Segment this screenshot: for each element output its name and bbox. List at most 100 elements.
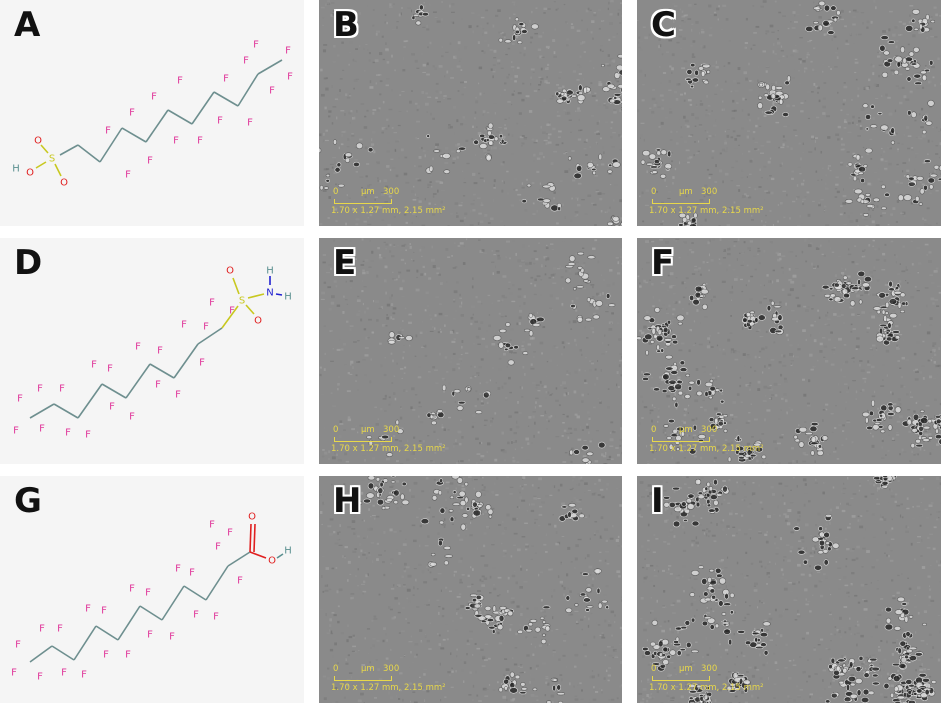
fluorine-atom: F	[217, 116, 223, 127]
fluorine-atom: F	[85, 604, 91, 615]
fluorine-atom: F	[13, 426, 19, 437]
fluorine-atom: F	[155, 380, 161, 391]
bond	[191, 91, 215, 125]
fluorine-atom: F	[223, 74, 229, 85]
bond	[257, 59, 283, 75]
panel-label-d: D	[14, 243, 43, 283]
fluorine-atom: F	[39, 624, 45, 635]
micrograph-image-e	[319, 238, 622, 464]
fluorine-atom: F	[57, 624, 63, 635]
fluorine-atom: F	[215, 542, 221, 553]
fluorine-atom: F	[229, 306, 235, 317]
fluorine-atom: F	[169, 632, 175, 643]
micrograph-image-h	[319, 476, 622, 703]
fluorine-atom: F	[91, 360, 97, 371]
fluorine-atom: F	[101, 606, 107, 617]
bond	[205, 565, 229, 601]
bond	[227, 551, 251, 567]
panel-label-f: F	[651, 243, 675, 283]
fluorine-atom: F	[243, 56, 249, 67]
bond	[167, 109, 193, 125]
bond	[139, 605, 163, 621]
bond	[275, 293, 283, 296]
bond	[117, 605, 141, 641]
fluorine-atom: F	[11, 668, 17, 679]
bond	[59, 144, 79, 156]
scale-bar-i: 0 µm 300 1.70 x 1.27 mm, 2.15 mm²	[649, 664, 764, 693]
fluorine-atom: F	[59, 384, 65, 395]
sulfur-atom: S	[49, 154, 55, 165]
fluorine-atom: F	[145, 588, 151, 599]
bond	[173, 343, 199, 379]
fluorine-atom: F	[287, 72, 293, 83]
fluorine-atom: F	[15, 640, 21, 651]
micrograph-panel-e: E 0 µm 300 1.70 x 1.27 mm, 2.15 mm²	[319, 238, 622, 464]
fluorine-atom: F	[197, 136, 203, 147]
bond	[221, 305, 239, 329]
bond	[77, 383, 103, 419]
bond	[149, 363, 175, 379]
bond	[54, 163, 62, 177]
micrograph-image-b	[319, 0, 622, 226]
bond	[121, 127, 147, 143]
bond	[145, 109, 169, 143]
micrograph-panel-i: I 0 µm 300 1.70 x 1.27 mm, 2.15 mm²	[637, 476, 941, 703]
bond	[125, 363, 151, 399]
oxygen-atom: O	[254, 316, 262, 327]
fluorine-atom: F	[147, 630, 153, 641]
bond	[77, 144, 101, 163]
fluorine-atom: F	[37, 672, 43, 683]
sulfur-atom: S	[239, 296, 245, 307]
scale-bar-b: 0 µm 300 1.70 x 1.27 mm, 2.15 mm²	[331, 187, 446, 216]
bond	[29, 403, 55, 419]
fluorine-atom: F	[181, 320, 187, 331]
panel-label-a: A	[14, 5, 41, 45]
fluorine-atom: F	[175, 390, 181, 401]
bond	[73, 625, 97, 661]
fluorine-atom: F	[81, 670, 87, 681]
bond	[276, 553, 284, 559]
bond	[29, 645, 53, 663]
panel-label-c: C	[651, 5, 676, 45]
fluorine-atom: F	[203, 322, 209, 333]
fluorine-atom: F	[103, 650, 109, 661]
fluorine-atom: F	[285, 46, 291, 57]
oxygen-atom: O	[26, 168, 34, 179]
fluorine-atom: F	[129, 584, 135, 595]
fluorine-atom: F	[173, 136, 179, 147]
panel-label-b: B	[333, 5, 359, 45]
oxygen-atom: O	[248, 512, 256, 523]
oxygen-atom: O	[226, 266, 234, 277]
scale-bar-f: 0 µm 300 1.70 x 1.27 mm, 2.15 mm²	[649, 425, 764, 454]
scale-bar-e: 0 µm 300 1.70 x 1.27 mm, 2.15 mm²	[331, 425, 446, 454]
fluorine-atom: F	[199, 358, 205, 369]
fluorine-atom: F	[135, 342, 141, 353]
bond	[232, 277, 240, 295]
fluorine-atom: F	[237, 576, 243, 587]
fluorine-atom: F	[193, 610, 199, 621]
scale-bar-c: 0 µm 300 1.70 x 1.27 mm, 2.15 mm²	[649, 187, 764, 216]
bond	[249, 523, 252, 553]
bond	[53, 403, 79, 419]
bond	[99, 127, 123, 163]
fluorine-atom: F	[39, 424, 45, 435]
micrograph-image-c	[637, 0, 941, 226]
micrograph-panel-c: C 0 µm 300 1.70 x 1.27 mm, 2.15 mm²	[637, 0, 941, 226]
fluorine-atom: F	[209, 520, 215, 531]
oxygen-atom: O	[60, 178, 68, 189]
bond	[95, 625, 119, 641]
micrograph-panel-f: F 0 µm 300 1.70 x 1.27 mm, 2.15 mm²	[637, 238, 941, 464]
fluorine-atom: F	[209, 298, 215, 309]
fluorine-atom: F	[227, 528, 233, 539]
oxygen-atom: O	[268, 556, 276, 567]
micrograph-image-i	[637, 476, 941, 703]
scale-bar-h: 0 µm 300 1.70 x 1.27 mm, 2.15 mm²	[331, 664, 446, 693]
fluorine-atom: F	[247, 118, 253, 129]
fluorine-atom: F	[175, 564, 181, 575]
fluorine-atom: F	[151, 92, 157, 103]
bond	[161, 585, 185, 621]
fluorine-atom: F	[157, 346, 163, 357]
bond	[183, 585, 207, 601]
